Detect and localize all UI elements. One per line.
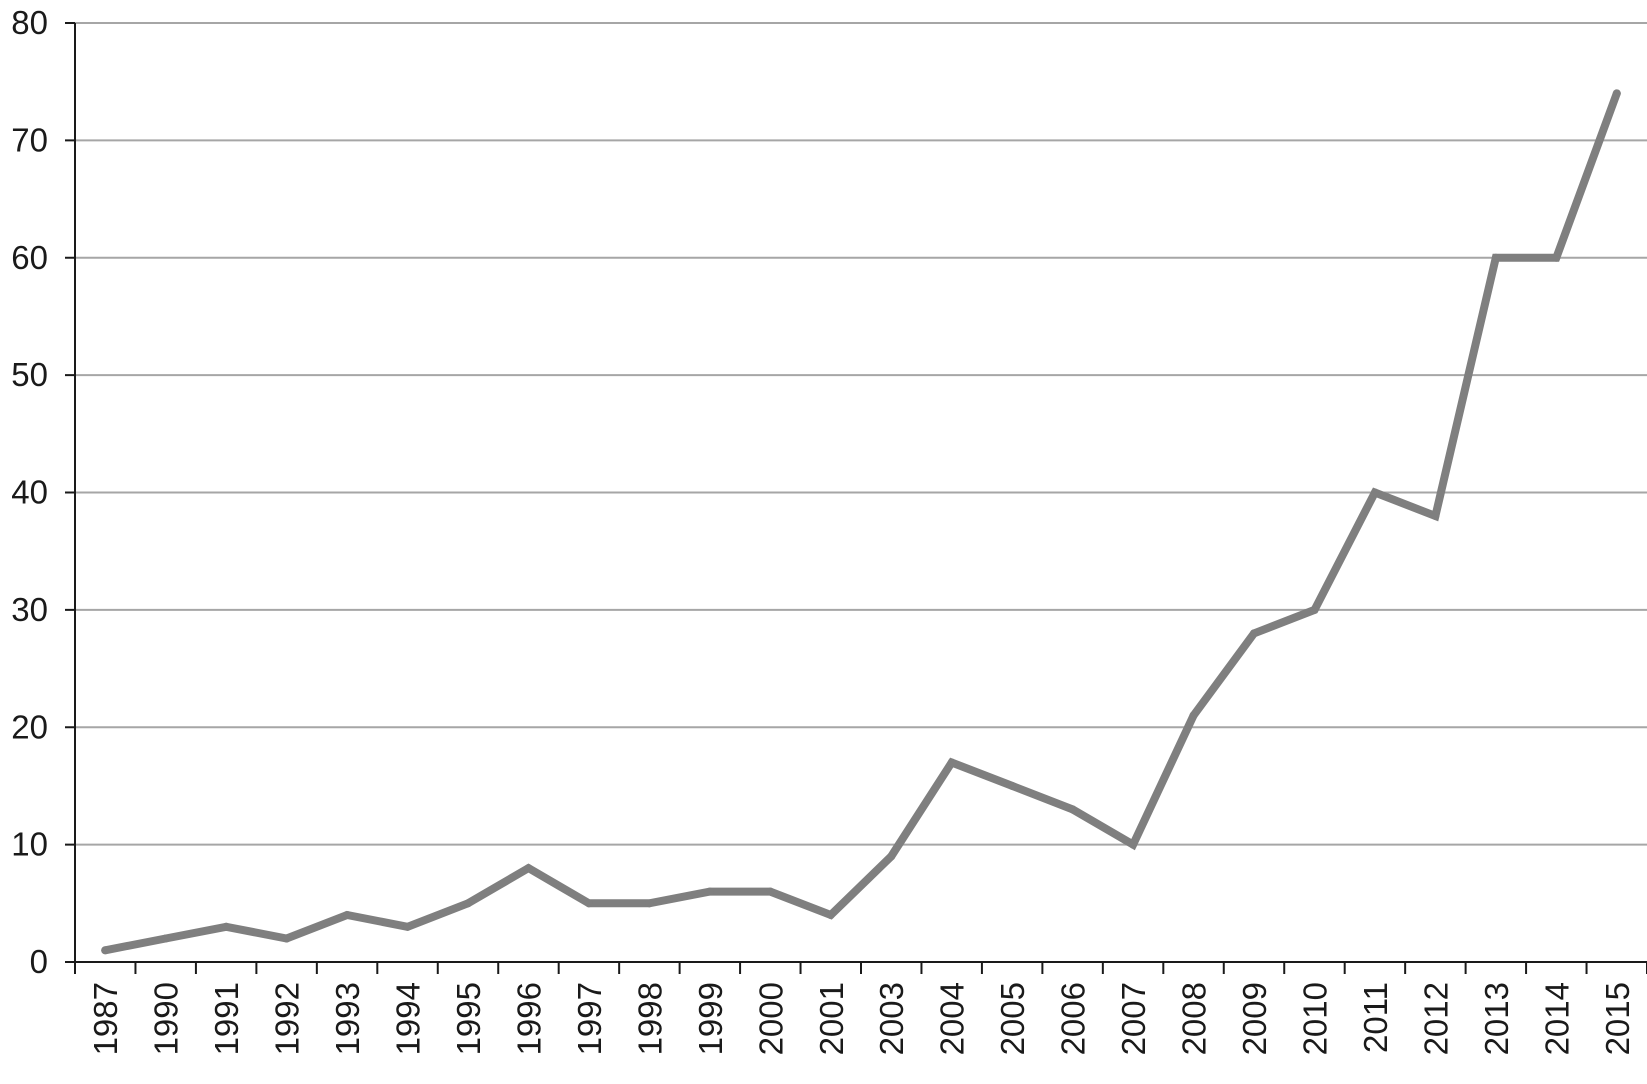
y-tick-label-70: 70 — [11, 121, 48, 158]
data-point-1990 — [161, 934, 170, 943]
y-tick-label-80: 80 — [11, 4, 48, 41]
data-point-1998 — [645, 899, 654, 908]
data-point-2006 — [1068, 805, 1077, 814]
data-point-2003 — [887, 852, 896, 861]
data-point-2000 — [766, 887, 775, 896]
y-tick-labels: 0 10 20 30 40 50 60 70 80 — [11, 4, 48, 980]
data-point-2014 — [1552, 253, 1561, 262]
x-tick-label-1997: 1997 — [571, 982, 608, 1055]
data-point-2004 — [947, 758, 956, 767]
x-tick-label-2006: 2006 — [1055, 982, 1092, 1055]
data-point-1993 — [343, 911, 352, 920]
x-tick-label-1998: 1998 — [631, 982, 668, 1055]
x-tick-label-2000: 2000 — [752, 982, 789, 1055]
x-tick-labels: 1987 1990 1991 1992 1993 1994 1995 1996 1997 1998… — [87, 982, 1636, 1055]
data-point-1994 — [403, 922, 412, 931]
x-tick-label-1992: 1992 — [269, 982, 306, 1055]
data-point-2008 — [1189, 711, 1198, 720]
y-tick-label-10: 10 — [11, 826, 48, 863]
data-point-2011 — [1370, 488, 1379, 497]
y-tick-label-60: 60 — [11, 239, 48, 276]
x-tick-label-2014: 2014 — [1538, 982, 1575, 1055]
data-point-2007 — [1129, 840, 1138, 849]
x-tick-label-2004: 2004 — [934, 982, 971, 1055]
x-tick-label-1987: 1987 — [87, 982, 124, 1055]
x-tick-label-1999: 1999 — [692, 982, 729, 1055]
y-tick-label-30: 30 — [11, 591, 48, 628]
y-tick-label-40: 40 — [11, 474, 48, 511]
x-tick-label-2009: 2009 — [1236, 982, 1273, 1055]
data-point-1995 — [464, 899, 472, 908]
data-point-1997 — [584, 899, 593, 908]
x-tick-label-1994: 1994 — [390, 982, 427, 1055]
data-point-2009 — [1250, 629, 1258, 638]
x-tick-label-2013: 2013 — [1478, 982, 1515, 1055]
x-tick-label-1995: 1995 — [450, 982, 487, 1055]
x-tick-label-2007: 2007 — [1115, 982, 1152, 1055]
data-point-1992 — [282, 934, 291, 943]
data-point-1991 — [222, 922, 231, 931]
axes — [65, 22, 1647, 974]
x-tick-label-1990: 1990 — [148, 982, 185, 1055]
y-tick-label-50: 50 — [11, 356, 48, 393]
x-tick-label-2005: 2005 — [994, 982, 1031, 1055]
y-tick-label-0: 0 — [30, 943, 48, 980]
data-point-1999 — [705, 887, 714, 896]
data-point-1987 — [101, 946, 110, 955]
data-point-2013 — [1491, 253, 1500, 262]
x-tick-label-2003: 2003 — [873, 982, 910, 1055]
data-point-2010 — [1310, 605, 1319, 614]
x-tick-label-2012: 2012 — [1417, 982, 1454, 1055]
series-layer — [101, 89, 1621, 955]
x-tick-label-2015: 2015 — [1599, 982, 1636, 1055]
x-tick-label-1991: 1991 — [208, 982, 245, 1055]
series-line — [101, 89, 1621, 955]
data-point-2012 — [1431, 511, 1440, 520]
x-tick-label-1996: 1996 — [510, 982, 547, 1055]
data-point-2001 — [826, 911, 835, 920]
x-tick-label-2011: 2011 — [1357, 982, 1394, 1053]
data-point-2005 — [1008, 781, 1017, 790]
y-tick-label-20: 20 — [11, 708, 48, 745]
x-tick-label-2008: 2008 — [1176, 982, 1213, 1055]
gridlines — [75, 22, 1647, 846]
x-tick-label-2001: 2001 — [813, 982, 850, 1055]
data-point-2015 — [1612, 89, 1621, 98]
x-tick-label-2010: 2010 — [1296, 982, 1333, 1055]
x-tick-label-1993: 1993 — [329, 982, 366, 1055]
data-point-1996 — [524, 864, 533, 873]
